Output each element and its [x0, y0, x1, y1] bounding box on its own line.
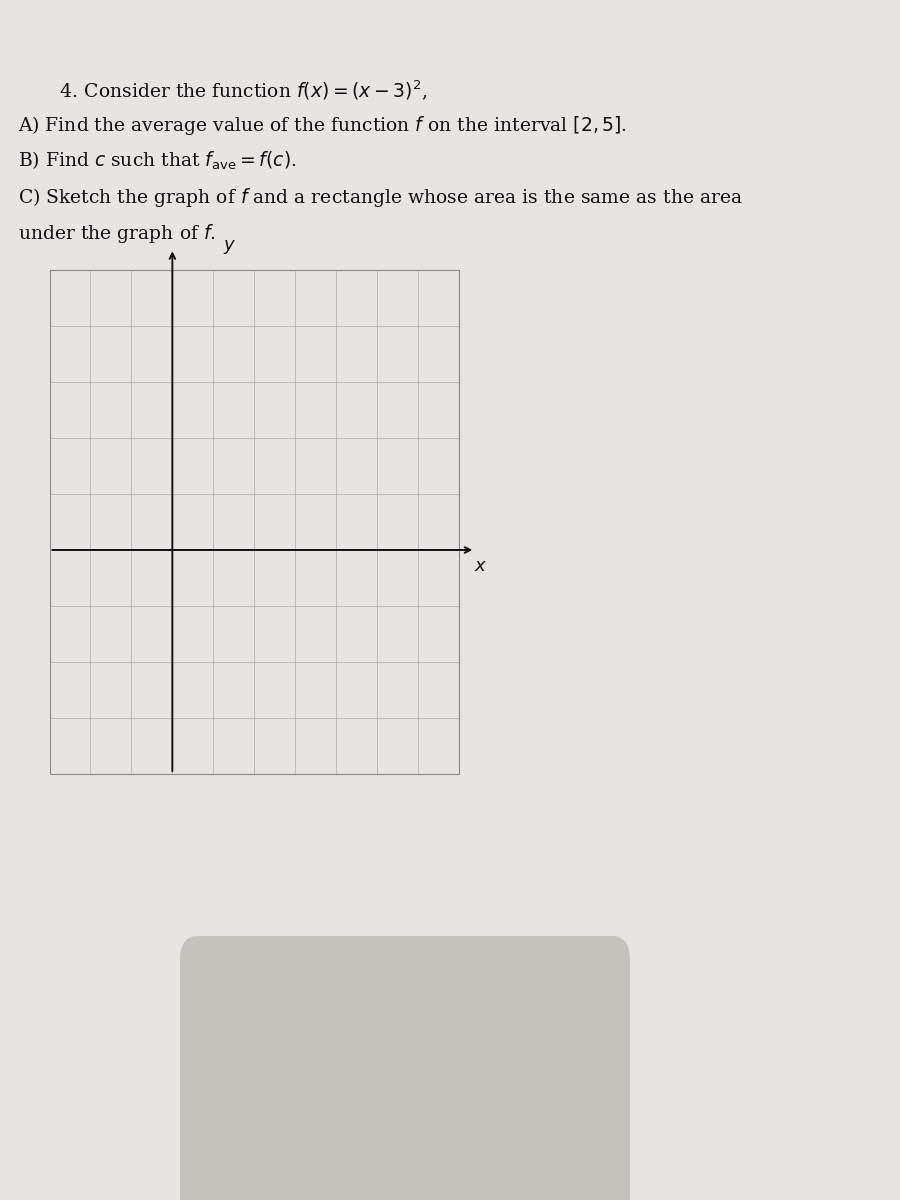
Bar [50, 270, 459, 774]
Text: 4. Consider the function $f(x) = (x - 3)^2$,: 4. Consider the function $f(x) = (x - 3)… [36, 78, 428, 102]
Text: B) Find $c$ such that $f_{\mathrm{ave}} = f(c)$.: B) Find $c$ such that $f_{\mathrm{ave}} … [18, 150, 297, 173]
FancyBboxPatch shape [180, 936, 630, 1200]
Text: C) Sketch the graph of $f$ and a rectangle whose area is the same as the area: C) Sketch the graph of $f$ and a rectang… [18, 186, 742, 209]
Text: under the graph of $f$.: under the graph of $f$. [18, 222, 216, 245]
Text: A) Find the average value of the function $f$ on the interval $[2, 5]$.: A) Find the average value of the functio… [18, 114, 627, 137]
Text: $y$: $y$ [223, 238, 237, 256]
Bar [50, 270, 459, 774]
Text: $x$: $x$ [474, 557, 488, 575]
